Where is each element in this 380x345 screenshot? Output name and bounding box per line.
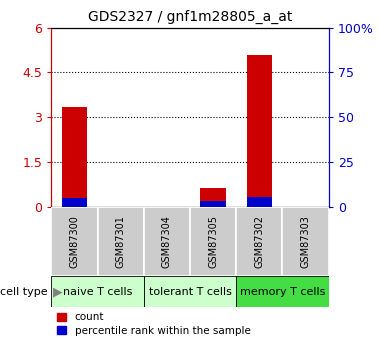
Bar <box>51 276 144 307</box>
Bar <box>62 198 87 207</box>
Bar <box>282 207 329 276</box>
Text: cell type: cell type <box>0 287 48 296</box>
Text: memory T cells: memory T cells <box>240 287 325 296</box>
Bar <box>51 207 98 276</box>
Bar <box>236 207 282 276</box>
Text: GSM87305: GSM87305 <box>208 215 218 268</box>
Bar <box>200 201 226 207</box>
Bar <box>98 207 144 276</box>
Title: GDS2327 / gnf1m28805_a_at: GDS2327 / gnf1m28805_a_at <box>88 10 292 24</box>
Text: tolerant T cells: tolerant T cells <box>149 287 231 296</box>
Text: GSM87301: GSM87301 <box>116 215 126 268</box>
Text: ▶: ▶ <box>53 285 63 298</box>
Bar <box>247 197 272 207</box>
Bar <box>190 207 236 276</box>
Text: naive T cells: naive T cells <box>63 287 132 296</box>
Bar <box>236 276 329 307</box>
Text: GSM87303: GSM87303 <box>301 215 310 268</box>
Bar <box>144 207 190 276</box>
Legend: count, percentile rank within the sample: count, percentile rank within the sample <box>53 308 255 340</box>
Bar <box>144 276 236 307</box>
Bar <box>62 107 87 207</box>
Bar <box>200 188 226 207</box>
Text: GSM87304: GSM87304 <box>162 215 172 268</box>
Text: GSM87300: GSM87300 <box>70 215 79 268</box>
Text: GSM87302: GSM87302 <box>254 215 264 268</box>
Bar <box>247 55 272 207</box>
